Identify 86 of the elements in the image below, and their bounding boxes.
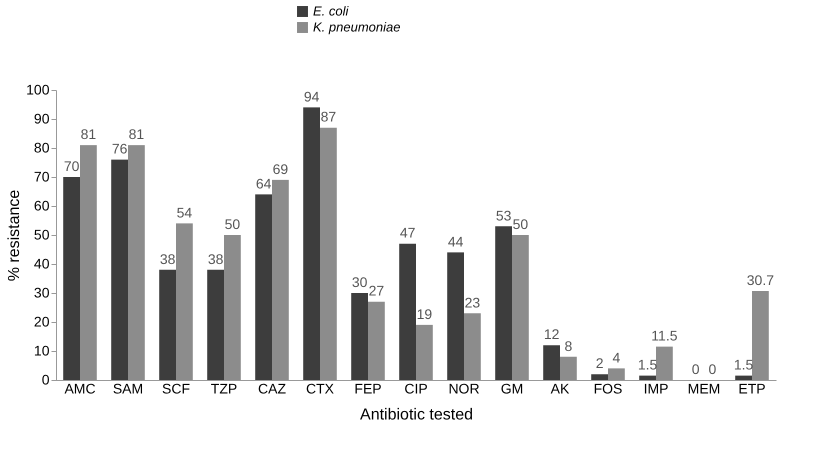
x-tick-label: AK: [550, 380, 570, 396]
data-label: 11.5: [651, 328, 678, 344]
data-label: 50: [512, 216, 528, 232]
y-tick-label: 80: [34, 140, 50, 156]
x-tick-label: CIP: [404, 380, 428, 396]
bar: [320, 128, 337, 380]
data-label: 76: [112, 140, 128, 157]
data-label: 70: [64, 158, 80, 174]
y-tick-label: 40: [34, 256, 50, 272]
data-label: 38: [208, 250, 224, 267]
x-tick-label: NOR: [448, 380, 480, 396]
legend-label: K. pneumoniae: [313, 20, 400, 34]
bar: [495, 226, 512, 380]
legend-label: E. coli: [313, 4, 350, 18]
bar: [255, 194, 272, 380]
bar: [512, 235, 529, 380]
x-tick-label: IMP: [644, 380, 668, 396]
y-tick-label: 30: [34, 284, 50, 300]
bar: [591, 374, 608, 380]
y-tick-label: 0: [42, 372, 50, 388]
data-label: 38: [160, 250, 176, 267]
x-axis-title: Antibiotic tested: [360, 406, 473, 424]
data-label: 27: [368, 282, 384, 299]
bar: [752, 290, 769, 380]
x-tick-label: GM: [500, 380, 524, 396]
data-label: 30.7: [746, 272, 774, 288]
data-label: 0: [692, 361, 700, 377]
bar: [608, 368, 625, 380]
bar: [543, 345, 560, 380]
y-tick-label: 70: [34, 168, 50, 184]
x-tick-label: FOS: [594, 380, 622, 396]
bar: [656, 346, 673, 380]
bar: [128, 145, 145, 380]
bar: [111, 160, 128, 380]
data-label: 81: [80, 126, 96, 142]
y-tick-label: 20: [34, 314, 50, 330]
y-axis-title: % resistance: [6, 190, 24, 282]
x-tick-label: SAM: [112, 380, 144, 396]
data-label: 0: [708, 361, 716, 377]
bar: [464, 313, 481, 380]
data-label: 2: [596, 355, 604, 372]
bar: [176, 223, 193, 380]
x-tick-label: MEM: [688, 380, 720, 396]
y-tick-label: 90: [34, 110, 50, 126]
bar: [639, 376, 656, 380]
x-tick-label: ETP: [738, 380, 766, 396]
x-tick-label: AMC: [64, 380, 96, 396]
bar: [63, 177, 80, 380]
data-label: 69: [272, 160, 288, 177]
bar: [351, 293, 368, 380]
bar: [80, 145, 97, 380]
data-label: 8: [564, 338, 572, 354]
bar: [735, 376, 752, 380]
data-label: 87: [320, 108, 336, 125]
bar: [207, 270, 224, 380]
data-label: 12: [544, 326, 560, 342]
data-label: 53: [496, 207, 512, 224]
data-label: 50: [224, 216, 240, 232]
x-tick-label: FEP: [354, 380, 382, 396]
bar: [447, 252, 464, 380]
bar: [399, 244, 416, 380]
data-label: 30: [352, 274, 368, 290]
bar: [368, 302, 385, 380]
bar: [224, 235, 241, 380]
data-label: 44: [448, 233, 464, 250]
data-label: 23: [464, 294, 480, 310]
bar: [303, 107, 320, 380]
x-tick-label: TZP: [210, 380, 238, 396]
y-tick-label: 10: [34, 342, 50, 358]
data-label: 54: [176, 204, 192, 220]
data-label: 94: [304, 88, 320, 104]
y-tick-label: 60: [34, 198, 50, 214]
data-label: 64: [256, 175, 272, 192]
data-label: 81: [128, 126, 144, 142]
x-tick-label: CTX: [306, 380, 335, 396]
x-tick-label: CAZ: [258, 380, 286, 396]
data-label: 19: [416, 306, 432, 322]
bar: [416, 324, 433, 380]
data-label: 4: [612, 349, 620, 366]
y-tick-label: 100: [26, 82, 50, 98]
y-tick-label: 50: [34, 226, 50, 242]
data-label: 47: [400, 224, 416, 241]
bar: [159, 270, 176, 380]
bar: [272, 180, 289, 380]
bar: [560, 356, 577, 380]
x-tick-label: SCF: [162, 380, 190, 396]
